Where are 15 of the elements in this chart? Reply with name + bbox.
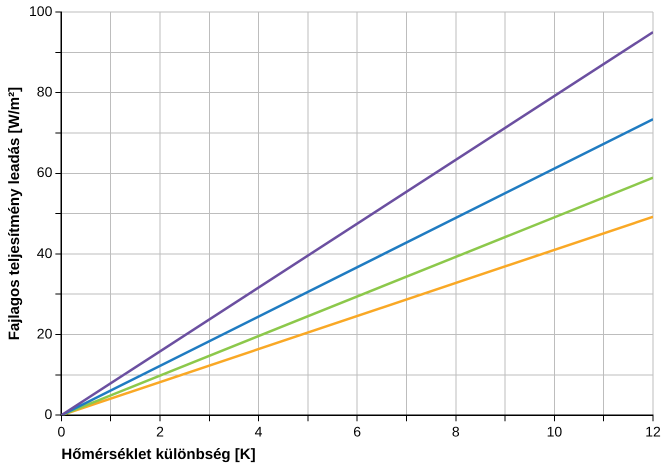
- y-tick-label: 20: [36, 325, 53, 342]
- x-tick-label: 2: [156, 423, 164, 440]
- y-tick-label: 0: [44, 406, 53, 422]
- x-tick-label: 12: [645, 423, 661, 440]
- x-tick-label: 8: [452, 423, 460, 440]
- x-tick-label: 6: [353, 423, 362, 440]
- y-tick-label: 80: [36, 84, 53, 100]
- y-tick-label: 100: [29, 2, 53, 19]
- y-tick-label: 60: [36, 164, 53, 180]
- y-axis-title: Fajlagos teljesítmény leadás [W/m²]: [6, 86, 24, 340]
- x-tick-label: 4: [254, 423, 263, 440]
- y-tick-label: 40: [36, 244, 53, 261]
- x-axis-title: Hőmérséklet különbség [K]: [61, 446, 256, 464]
- x-tick-label: 10: [546, 423, 562, 440]
- x-tick-label: 0: [57, 423, 66, 440]
